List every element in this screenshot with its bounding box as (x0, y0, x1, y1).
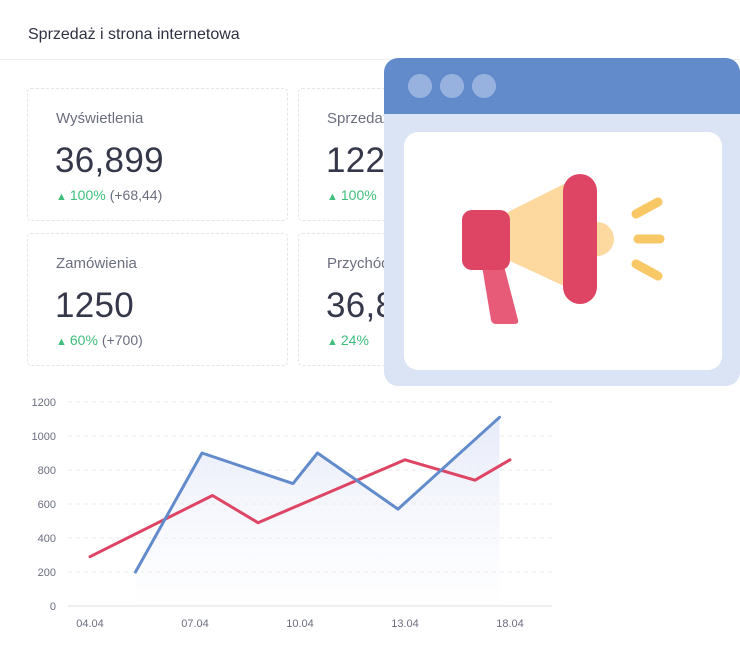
y-tick-label: 200 (38, 567, 56, 579)
stat-label: Zamówienia (56, 255, 137, 272)
window-content (404, 132, 722, 370)
stat-value: 122 (326, 141, 386, 180)
series-line-1 (88, 458, 512, 559)
y-tick-label: 800 (38, 465, 56, 477)
stat-label: Wyświetlenia (56, 110, 144, 127)
x-tick-label: 10.04 (286, 618, 314, 630)
window-dot-icon (472, 74, 496, 98)
y-axis: 0 200 400 600 800 1000 1200 (32, 397, 56, 613)
page-title: Sprzedaż i strona internetowa (28, 26, 240, 43)
stat-value: 1250 (55, 286, 135, 325)
y-tick-label: 400 (38, 533, 56, 545)
series-area (135, 417, 500, 606)
stat-change-absolute: (+700) (101, 332, 143, 348)
y-tick-label: 1200 (32, 397, 56, 409)
stat-change: ▲ 24% (327, 332, 373, 348)
x-tick-label: 18.04 (496, 618, 524, 630)
stat-change: ▲ 100% (327, 187, 381, 203)
chart-area (135, 417, 500, 606)
y-tick-label: 1000 (32, 431, 56, 443)
line-chart: 0 200 400 600 800 1000 1200 04.04 07.04 10.04 13.… (32, 397, 552, 630)
stat-label: Sprzedaż (327, 110, 391, 127)
stat-value: 36,899 (55, 141, 164, 180)
header: Sprzedaż i strona internetowa (0, 0, 740, 60)
trend-up-icon: ▲ (327, 191, 338, 203)
x-tick-label: 13.04 (391, 618, 419, 630)
window-dot-icon (408, 74, 432, 98)
trend-up-icon: ▲ (327, 336, 338, 348)
x-axis: 04.04 07.04 10.04 13.04 18.04 (76, 618, 524, 630)
stat-value: 36,8 (326, 286, 396, 325)
stat-change-percent: 100% (69, 187, 106, 203)
y-tick-label: 0 (50, 601, 56, 613)
stat-change: ▲ 60% (+700) (56, 332, 143, 348)
trend-up-icon: ▲ (56, 336, 67, 348)
series-line-2 (134, 415, 501, 574)
x-tick-label: 07.04 (181, 618, 209, 630)
trend-up-icon: ▲ (56, 191, 67, 203)
chart-series (88, 415, 512, 574)
window-dot-icon (440, 74, 464, 98)
browser-window-illustration (384, 58, 740, 386)
stat-change-percent: 24% (340, 332, 369, 348)
window-title-bar (384, 58, 740, 114)
stat-card-views[interactable]: Wyświetlenia 36,899 ▲ 100% (+68,44) (27, 88, 288, 221)
megaphone-icon (462, 174, 665, 324)
stat-change-percent: 60% (69, 332, 98, 348)
y-tick-label: 600 (38, 499, 56, 511)
stat-change: ▲ 100% (+68,44) (56, 187, 162, 203)
stat-change-percent: 100% (340, 187, 377, 203)
stat-change-absolute: (+68,44) (109, 187, 163, 203)
x-tick-label: 04.04 (76, 618, 104, 630)
stat-card-orders[interactable]: Zamówienia 1250 ▲ 60% (+700) (27, 233, 288, 366)
stat-label: Przychód (327, 255, 390, 272)
